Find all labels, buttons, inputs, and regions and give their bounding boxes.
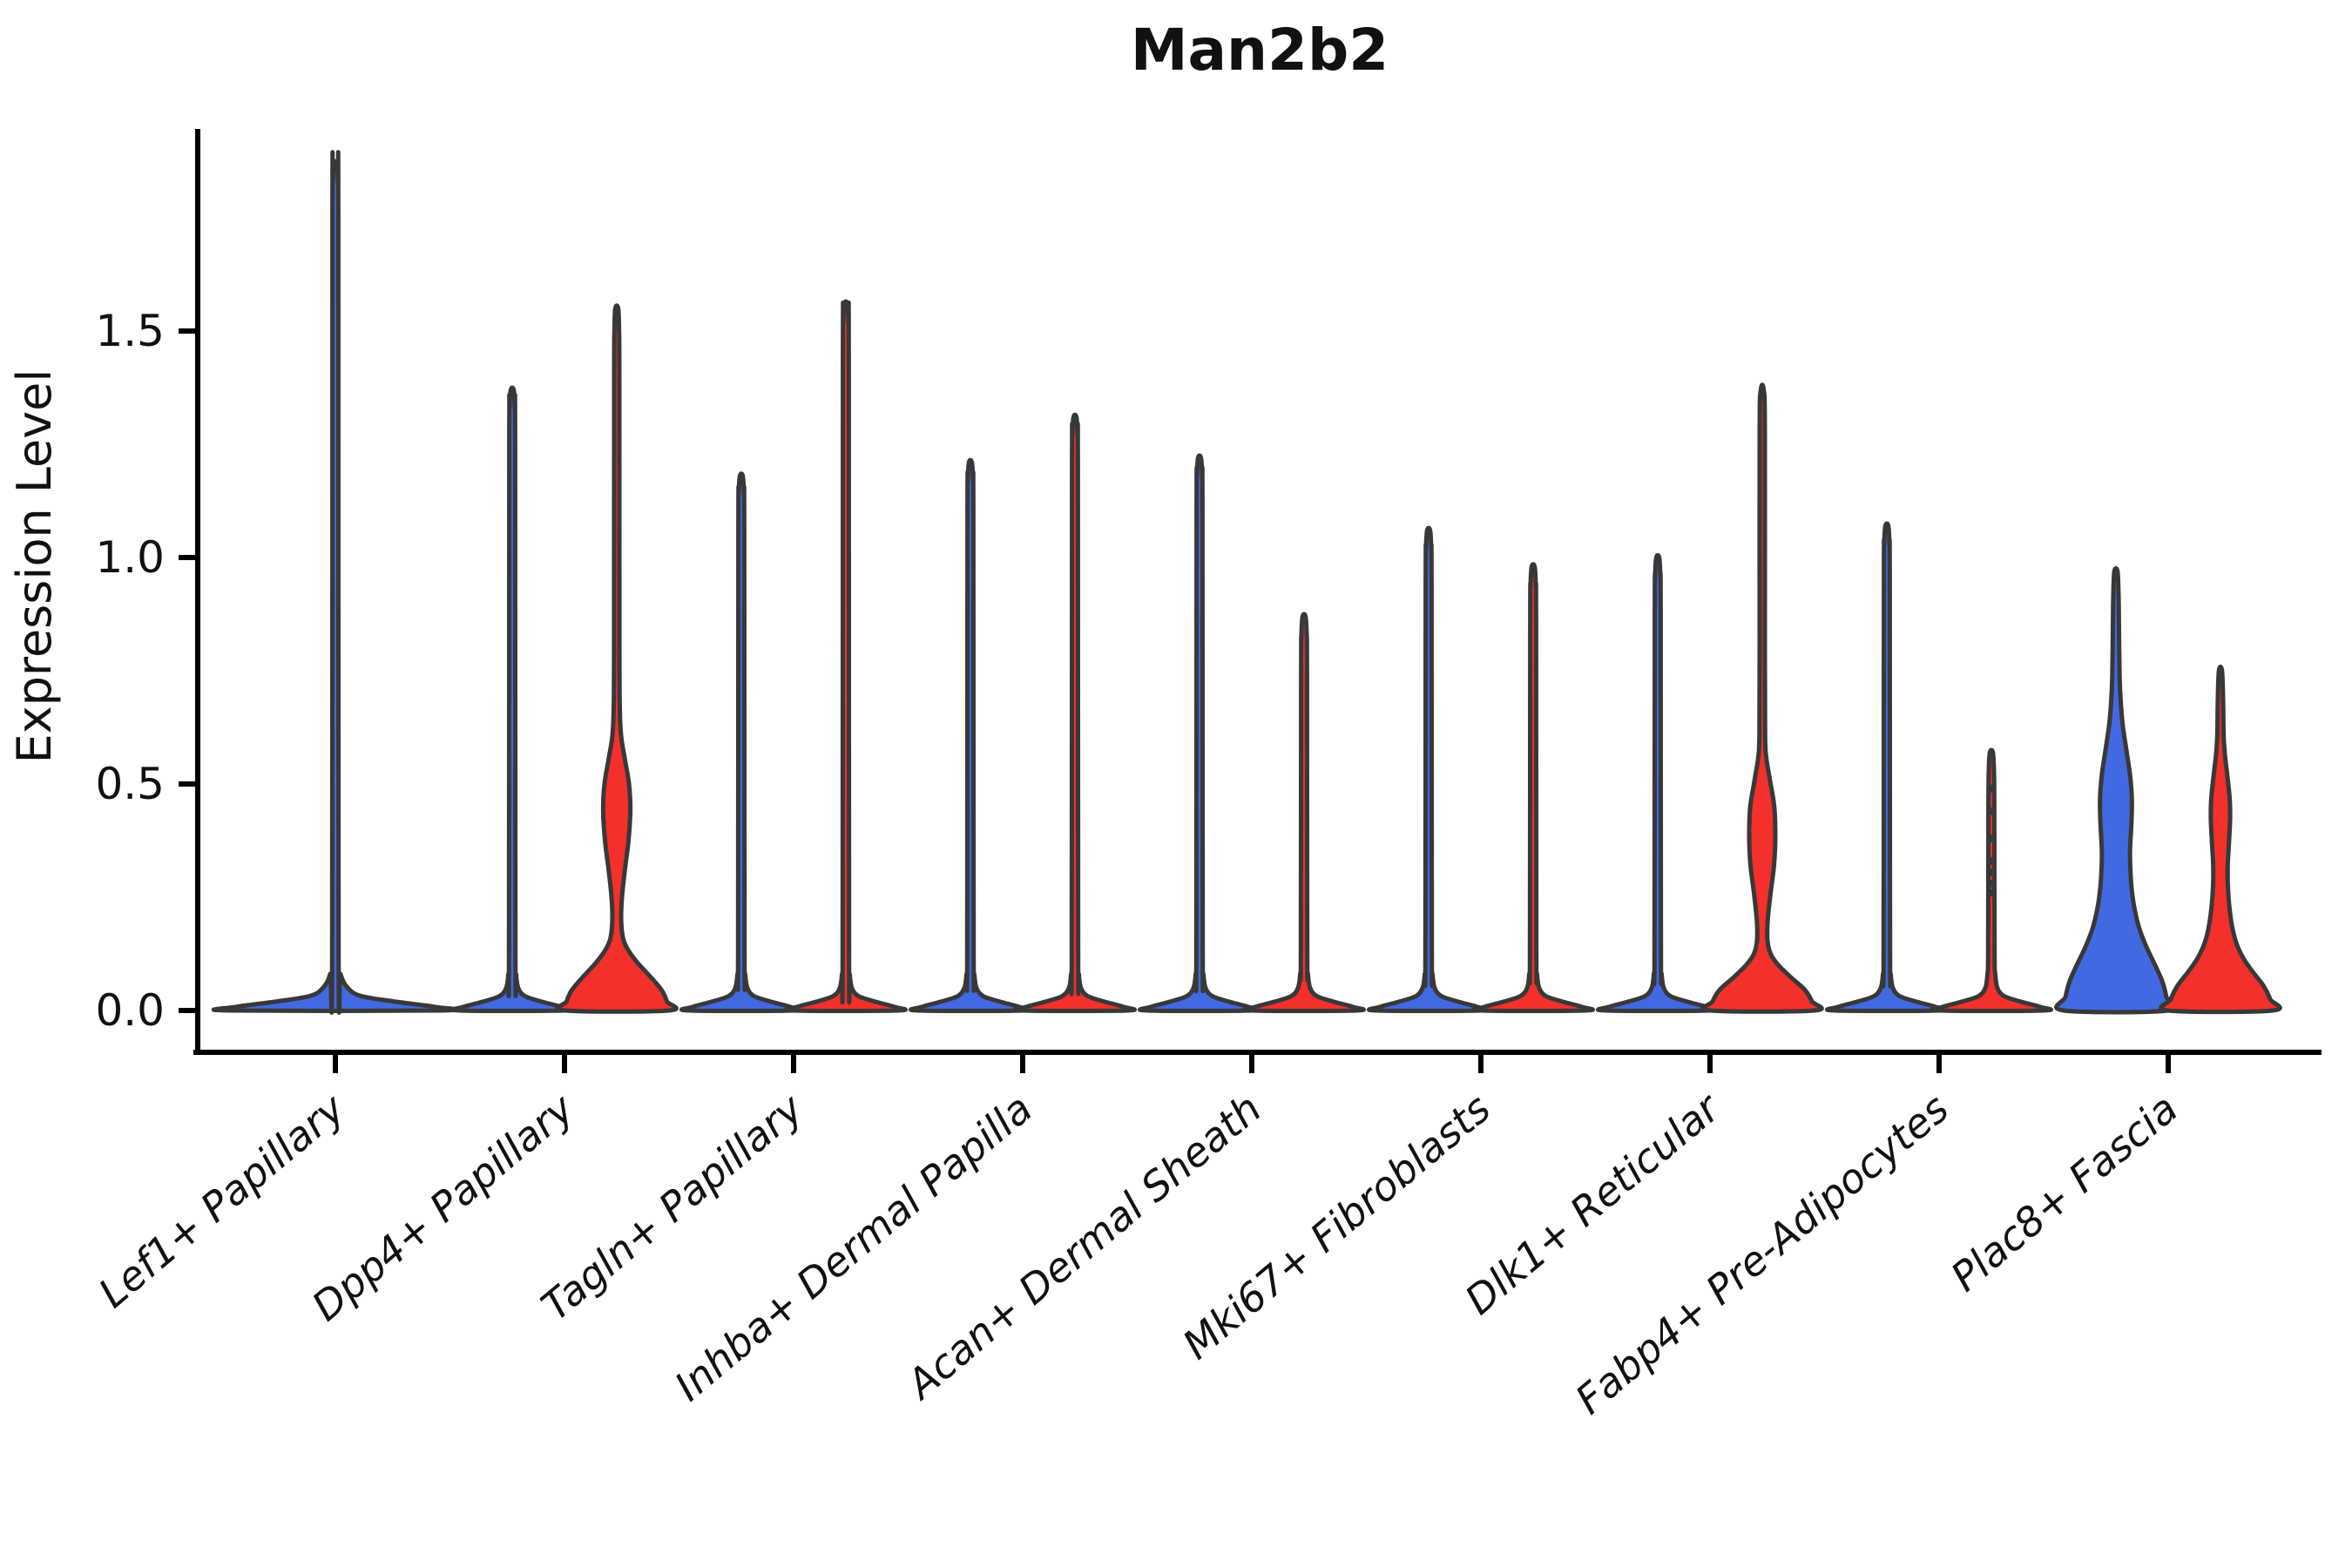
y-tick-label: 0.5 (95, 759, 165, 809)
violin-red-right (1242, 612, 1366, 1014)
violin-red-right (1013, 412, 1137, 1014)
violin-blue-center (211, 150, 460, 1015)
x-tick-label: Plac8+ Fascia (1942, 1085, 2186, 1301)
y-axis-label: Expression Level (7, 369, 62, 764)
violin-blue-left (1825, 521, 1949, 1014)
violin-red-right (2159, 664, 2282, 1015)
jitter-point (1987, 889, 1996, 897)
violin-blue-left (1138, 453, 1261, 1014)
violin-red-right (1471, 562, 1595, 1014)
y-tick-label: 1.0 (95, 532, 165, 583)
jitter-point (1987, 856, 1996, 865)
jitter-point (1987, 879, 1996, 888)
x-tick-label: Lef1+ Papillary (90, 1085, 355, 1317)
y-tick-label: 1.5 (95, 306, 165, 356)
jitter-point (1987, 784, 1996, 793)
violin-red-right (1700, 382, 1824, 1014)
jitter-point (1987, 868, 1996, 876)
y-tick-label: 0.0 (95, 985, 165, 1036)
x-tick-label: Inhba+ Dermal Papilla (666, 1085, 1041, 1410)
jitter-point (1987, 807, 1996, 815)
violin-blue-left (1367, 525, 1490, 1014)
violin-red-right (555, 303, 679, 1014)
chart-title: Man2b2 (1131, 17, 1389, 84)
violin-blue-left (1596, 552, 1720, 1014)
violin-blue-left (2054, 565, 2178, 1015)
violin-red-right (784, 299, 908, 1014)
jitter-point (1987, 834, 1996, 842)
violin-blue-left (679, 471, 803, 1014)
violin-blue-left (450, 385, 574, 1014)
violin-blue-left (909, 457, 1032, 1014)
x-tick-label: Fabp4+ Pre-Adipocytes (1566, 1085, 1957, 1423)
